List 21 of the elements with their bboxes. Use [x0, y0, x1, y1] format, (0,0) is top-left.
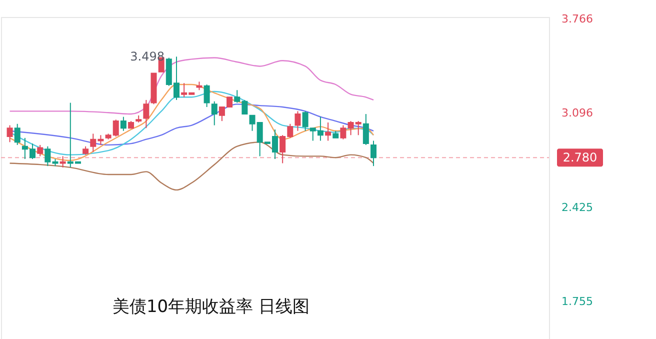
candlestick — [325, 122, 332, 142]
candlestick — [294, 110, 301, 132]
ref-line-label: 2.780 — [562, 150, 598, 165]
y-tick-label: 3.096 — [562, 106, 593, 120]
candlestick — [14, 123, 20, 146]
candlestick — [211, 100, 218, 126]
annotation: 3.498 — [130, 50, 164, 64]
candlestick — [44, 146, 51, 167]
text: 美债10年期收益率 日线图 — [112, 297, 310, 317]
candlestick — [6, 124, 13, 143]
candlestick — [120, 116, 126, 132]
candlestick — [302, 110, 308, 132]
candlestick — [143, 99, 150, 129]
y-tick-label: 3.766 — [562, 12, 593, 26]
candlestick — [37, 144, 44, 157]
candlestick — [204, 84, 210, 108]
candlestick — [362, 114, 369, 146]
y-tick-label: 2.425 — [562, 201, 593, 214]
y-tick-label: 1.755 — [562, 295, 593, 308]
candlestick — [370, 140, 377, 167]
candlestick — [340, 124, 346, 140]
